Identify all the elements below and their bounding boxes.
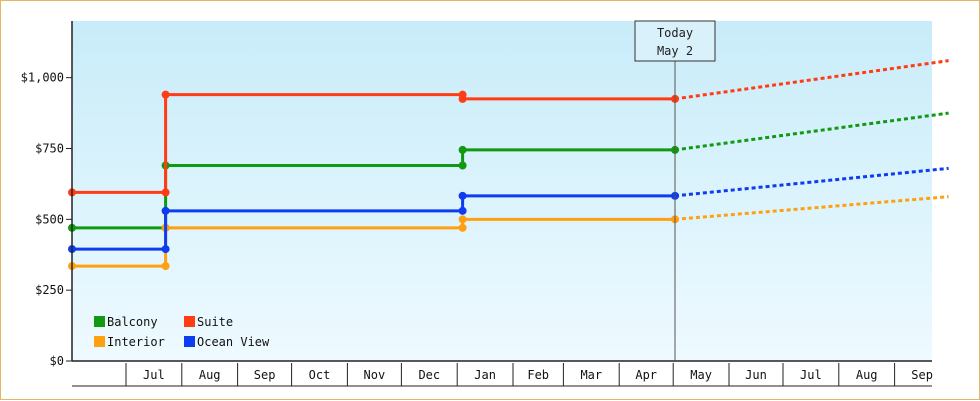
legend: Balcony Suite Interior Ocean View [94,315,270,349]
x-tick-label: Dec [418,368,440,382]
x-tick-label: Apr [635,368,657,382]
today-box [634,20,716,62]
x-tick-label: Aug [199,368,221,382]
series-line [72,194,675,251]
data-point [458,215,467,224]
x-tick-label: Jan [474,368,496,382]
today-label: Today [657,26,693,40]
x-tick-label: Jun [745,368,767,382]
data-point [161,188,170,197]
x-tick-label: Jul [143,368,165,382]
legend-swatch [184,336,195,347]
series-line [72,217,675,268]
x-tick-label: May [690,368,712,382]
data-point [161,262,170,271]
legend-label: Ocean View [197,335,270,349]
x-tick-label: Jul [800,368,822,382]
series-layer [68,59,949,271]
x-tick-label: Oct [309,368,331,382]
legend-label: Suite [197,315,233,329]
today-marker: Today May 2 [634,20,716,361]
x-tick-label: Mar [580,368,602,382]
series-interior [68,195,949,271]
series-projection [674,166,949,198]
series-suite [68,59,949,197]
data-point [161,245,170,254]
series-ocean-view [68,166,949,254]
data-point [458,191,467,200]
y-tick-label: $0 [50,354,64,368]
y-tick-label: $750 [35,142,64,156]
today-date: May 2 [657,44,693,58]
legend-swatch [184,316,195,327]
data-point [458,94,467,103]
x-tick-label: Aug [856,368,878,382]
y-tick-label: $1,000 [21,71,64,85]
data-point [458,223,467,232]
x-tick-label: Feb [527,368,549,382]
y-tick-label: $250 [35,283,64,297]
legend-label: Balcony [107,315,158,329]
data-point [458,145,467,154]
series-line [72,93,675,194]
legend-swatch [94,336,105,347]
data-point [458,161,467,170]
axis-layer: $0 $250 $500 $750 $1,000 Jul Aug Sep Oct Nov Dec Ja… [21,21,933,387]
legend-swatch [94,316,105,327]
data-point [458,206,467,215]
legend-label: Interior [107,335,165,349]
x-tick-label: Sep [254,368,276,382]
data-point [161,90,170,99]
series-line [72,148,675,230]
x-tick-label: Sep [911,368,933,382]
data-point [161,206,170,215]
x-tick-label: Nov [364,368,386,382]
series-projection [674,195,949,221]
plot-background [72,21,932,361]
y-tick-label: $500 [35,212,64,226]
